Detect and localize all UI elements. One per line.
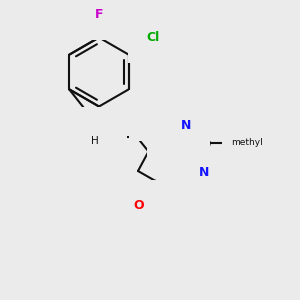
Text: F: F (95, 8, 103, 21)
Text: H: H (91, 136, 99, 146)
Text: Cl: Cl (146, 31, 160, 44)
Text: H: H (179, 185, 187, 195)
Text: N: N (199, 166, 209, 179)
Text: N: N (98, 125, 109, 139)
Text: N: N (178, 176, 188, 189)
Text: O: O (133, 199, 144, 212)
Text: O: O (148, 109, 158, 122)
Text: N: N (181, 119, 191, 132)
Text: methyl: methyl (231, 138, 263, 147)
Text: N: N (166, 125, 176, 138)
